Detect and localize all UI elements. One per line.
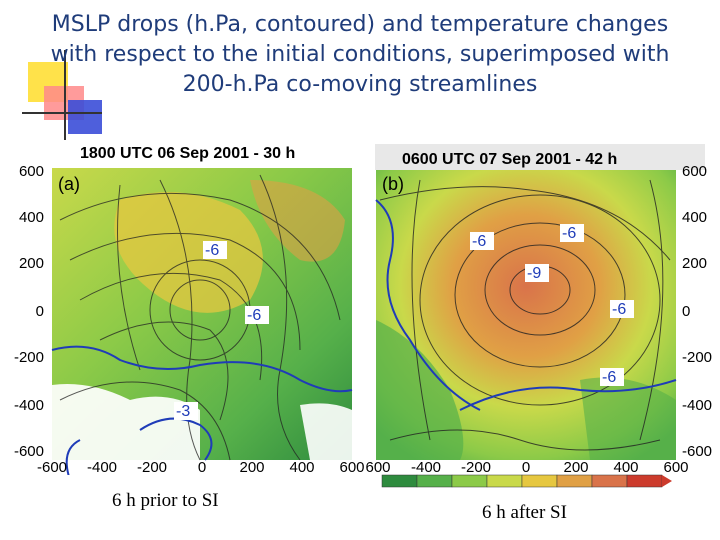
colorbar-swatch <box>521 474 558 488</box>
panel-a-map: 1800 UTC 06 Sep 2001 - 30 h <box>14 145 365 475</box>
panel-a-contour-label-1: -6 <box>205 242 219 259</box>
panel-a-warm-patch-2 <box>250 180 345 262</box>
panel-b-y-tick-0: 0 <box>682 303 690 320</box>
panel-a-x-tick-200: 200 <box>239 459 264 475</box>
panel-b-x-tick-400: 400 <box>613 459 638 475</box>
colorbar-swatch <box>556 474 593 488</box>
panel-a-cold-region-2 <box>300 403 352 460</box>
panel-a-streamlines <box>59 174 341 461</box>
panel-a-x-tick-neg600: -600 <box>37 459 67 475</box>
panel-b-cool-region-2 <box>580 377 676 460</box>
panel-b-y-tick-600: 600 <box>682 163 707 180</box>
panel-b-contour-label-3: -9 <box>527 265 541 282</box>
title-line-3: 200-h.Pa co-moving streamlines <box>182 72 538 97</box>
caption-a: 6 h prior to SI <box>112 490 219 511</box>
panel-b-y-tick-400: 400 <box>682 209 707 226</box>
panel-a-x-tick-0: 0 <box>198 459 206 475</box>
panel-b-label-box-5 <box>600 368 624 386</box>
panel-b-y-tick-neg600: -600 <box>682 443 712 460</box>
panel-a-label-box-3 <box>174 402 198 420</box>
panel-a-y-tick-0: 0 <box>36 303 44 320</box>
panel-a-cold-region <box>52 384 200 460</box>
colorbar-swatch <box>381 474 418 488</box>
colorbar-svg <box>381 474 672 488</box>
title-line-1: MSLP drops (h.Pa, contoured) and tempera… <box>51 12 669 37</box>
panel-b-contour-label-2: -6 <box>562 225 576 242</box>
panel-b-mslp-contours <box>375 199 677 411</box>
panel-b-x-tick-200: 200 <box>563 459 588 475</box>
panel-b-time-label: 0600 UTC 07 Sep 2001 - 42 h <box>402 151 617 168</box>
panel-b: 0600 UTC 07 Sep 2001 - 42 h -6 -6 -9 - <box>360 140 720 475</box>
panel-b-map: 0600 UTC 07 Sep 2001 - 42 h -6 -6 -9 - <box>365 144 712 475</box>
panel-b-x-tick-neg200: -200 <box>461 459 491 475</box>
panel-a-letter: (a) <box>58 174 80 194</box>
panel-a-contour-label-3: -3 <box>176 403 190 420</box>
panel-b-label-box-4 <box>610 300 634 318</box>
decor-blue-square <box>68 100 102 134</box>
colorbar <box>372 472 672 495</box>
panel-a-warm-patch <box>114 192 263 313</box>
panel-a-x-tick-600: 600 <box>339 459 364 475</box>
colorbar-swatch <box>451 474 488 488</box>
panel-b-label-box-1 <box>470 232 494 250</box>
panel-a-y-tick-200: 200 <box>19 255 44 272</box>
panel-a: 1800 UTC 06 Sep 2001 - 30 h <box>0 140 370 475</box>
panel-a-y-tick-neg200: -200 <box>14 349 44 366</box>
colorbar-swatch <box>591 474 628 488</box>
panel-b-letter: (b) <box>382 174 404 194</box>
panel-a-y-tick-neg400: -400 <box>14 397 44 414</box>
panel-a-mslp-contours <box>51 345 353 475</box>
panel-a-contour-label-2: -6 <box>247 307 261 324</box>
panel-b-x-tick-600-left: 600 <box>365 459 390 475</box>
panel-a-x-tick-400: 400 <box>289 459 314 475</box>
decor-horizontal-line <box>22 112 102 114</box>
panel-b-streamlines <box>379 179 671 451</box>
panel-a-y-tick-neg600: -600 <box>14 443 44 460</box>
panel-b-y-tick-neg400: -400 <box>682 397 712 414</box>
decor-vertical-line <box>64 50 66 140</box>
panel-a-y-tick-400: 400 <box>19 209 44 226</box>
panel-a-label-box-1 <box>203 241 227 259</box>
slide-title: MSLP drops (h.Pa, contoured) and tempera… <box>0 10 720 100</box>
panel-a-y-tick-600: 600 <box>19 163 44 180</box>
colorbar-swatch <box>416 474 453 488</box>
colorbar-swatch <box>626 474 663 488</box>
panel-b-y-tick-200: 200 <box>682 255 707 272</box>
panel-b-header-bg <box>375 144 705 170</box>
title-line-2: with respect to the initial conditions, … <box>50 42 670 67</box>
panel-b-cool-region <box>376 320 464 460</box>
panel-b-y-tick-neg200: -200 <box>682 349 712 366</box>
panel-b-x-tick-600: 600 <box>663 459 688 475</box>
panel-b-contour-label-1: -6 <box>472 233 486 250</box>
caption-b: 6 h after SI <box>482 502 567 523</box>
colorbar-swatch <box>486 474 523 488</box>
colorbar-end-arrow <box>662 475 672 487</box>
panel-a-x-tick-neg200: -200 <box>137 459 167 475</box>
panel-b-contour-label-4: -6 <box>612 301 626 318</box>
panel-a-x-tick-neg400: -400 <box>87 459 117 475</box>
panel-b-label-box-3 <box>525 264 549 282</box>
panel-a-label-box-2 <box>245 306 269 324</box>
panel-b-contour-label-5: -6 <box>602 369 616 386</box>
panel-a-time-label: 1800 UTC 06 Sep 2001 - 30 h <box>80 145 295 162</box>
panel-b-label-box-2 <box>560 224 584 242</box>
panel-b-x-tick-neg400: -400 <box>411 459 441 475</box>
panel-b-x-tick-0: 0 <box>522 459 530 475</box>
